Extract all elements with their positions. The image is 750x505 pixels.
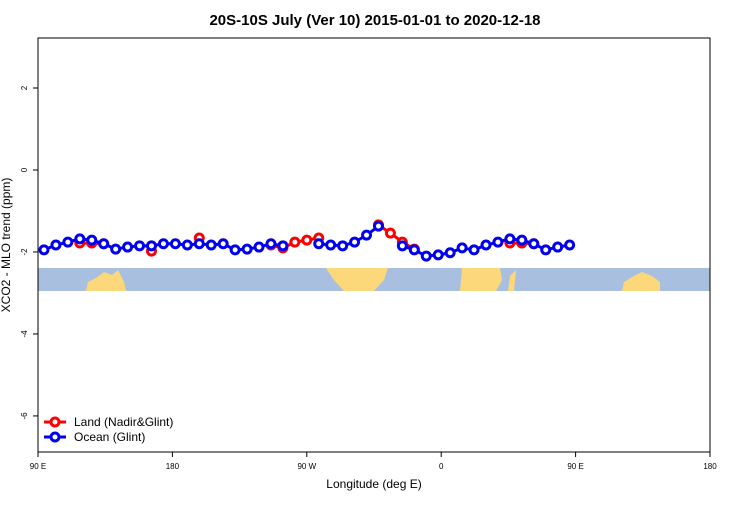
point [62,236,74,248]
point [50,239,62,251]
point [313,238,325,250]
legend-label: Ocean (Glint) [74,430,145,444]
point [325,239,337,251]
point [253,241,265,253]
point [564,239,576,251]
point [74,233,86,245]
point [265,238,277,250]
land-shape [622,272,660,291]
chart-title: 20S-10S July (Ver 10) 2015-01-01 to 2020… [209,12,540,29]
x-tick-label: 180 [703,462,717,471]
point [110,243,122,255]
point [205,239,217,251]
point [504,233,516,245]
land-shape [326,268,388,291]
y-tick-label: 2 [20,85,29,90]
point [420,250,432,262]
point [38,244,50,256]
y-axis-label: XCO2 - MLO trend (ppm) [0,178,13,313]
land-shape [460,268,502,291]
y-tick-label: -2 [20,248,29,256]
x-tick-label: 0 [439,462,444,471]
legend-label: Land (Nadir&Glint) [74,415,173,429]
point [122,241,134,253]
point [349,236,361,248]
point [241,243,253,255]
point [552,241,564,253]
point [516,234,528,246]
y-tick-label: 0 [20,167,29,172]
point [492,236,504,248]
point [145,240,157,252]
point [193,238,205,250]
x-axis-label: Longitude (deg E) [326,477,421,491]
point [86,234,98,246]
point [456,242,468,254]
point [468,244,480,256]
point [277,240,289,252]
y-tick-label: -6 [20,412,29,420]
plot-frame [37,37,711,453]
x-tick-label: 90 E [30,462,46,471]
point [229,244,241,256]
land-shape [508,270,516,291]
point [384,227,396,239]
land-shape [86,270,126,291]
point [289,236,301,248]
y-tick-label: -4 [20,330,29,338]
x-tick-label: 90 W [297,462,316,471]
point [444,247,456,259]
point [396,240,408,252]
point [408,244,420,256]
legend-marker [49,416,61,428]
point [169,238,181,250]
point [540,244,552,256]
point [301,234,313,246]
point [361,229,373,241]
point [480,239,492,251]
point [157,238,169,250]
point [528,238,540,250]
x-tick-label: 90 E [567,462,583,471]
point [337,240,349,252]
legend-marker [49,431,61,443]
point [372,220,384,232]
point [181,239,193,251]
point [134,240,146,252]
point [217,238,229,250]
point [98,238,110,250]
x-tick-label: 180 [166,462,180,471]
map-band [38,268,710,291]
point [432,249,444,261]
